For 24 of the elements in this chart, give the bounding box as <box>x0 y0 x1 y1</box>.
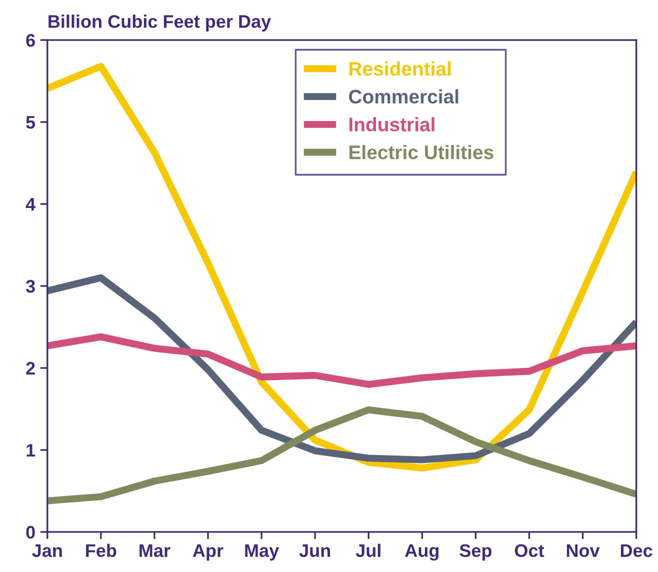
x-tick-label: Sep <box>460 544 492 561</box>
x-tick-label: Feb <box>86 544 116 558</box>
legend-label: Industrial <box>350 117 434 132</box>
y-tick-label: 2 <box>26 362 35 375</box>
x-tick-label: Jul <box>356 544 380 558</box>
y-tick-label: 1 <box>26 444 36 457</box>
x-tick-label: Aug <box>405 544 438 561</box>
legend-label: Commercial <box>348 89 458 104</box>
y-tick-label: 5 <box>26 116 36 129</box>
x-tick-label: Mar <box>140 544 170 558</box>
y-tick-label: 6 <box>26 34 35 47</box>
y-tick-label: 4 <box>26 198 36 211</box>
x-tick-label: Apr <box>192 544 224 561</box>
y-axis-title: Billion Cubic Feet per Day <box>48 14 272 32</box>
x-tick-label: Oct <box>514 544 544 558</box>
legend-label: Residential <box>350 61 451 76</box>
x-tick-label: May <box>245 544 279 561</box>
x-tick-label: Dec <box>620 544 652 558</box>
legend-label: Electric Utilities <box>350 144 494 160</box>
x-tick-label: Nov <box>566 544 600 558</box>
y-tick-label: 3 <box>26 280 35 293</box>
x-tick-label: Jan <box>32 544 62 558</box>
y-tick-label: 0 <box>26 526 35 539</box>
x-tick-label: Jun <box>299 544 330 558</box>
